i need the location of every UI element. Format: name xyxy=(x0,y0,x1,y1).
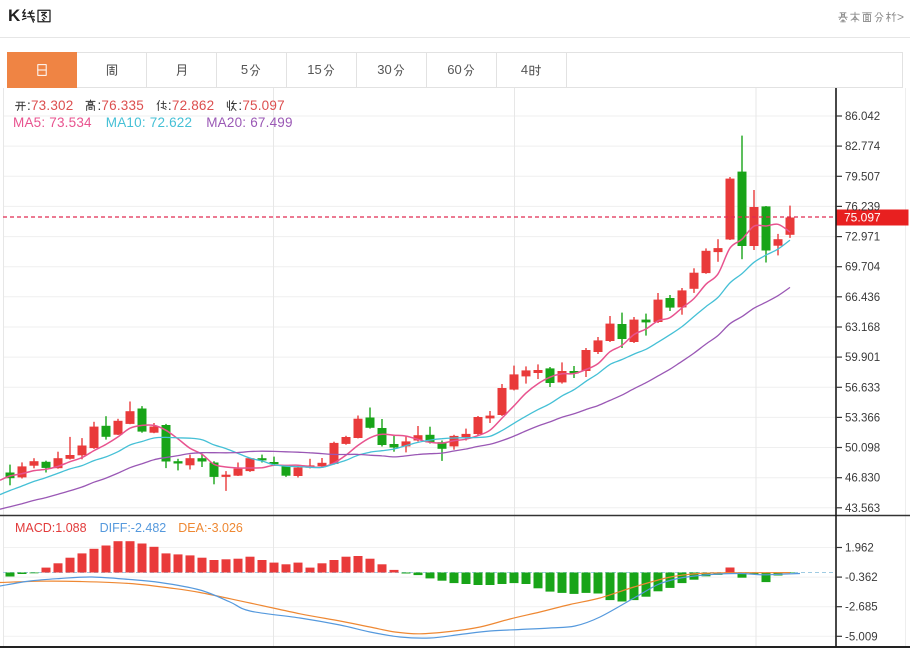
svg-text:76.239: 76.239 xyxy=(845,201,880,213)
svg-text:63.168: 63.168 xyxy=(845,322,880,334)
svg-text:69.704: 69.704 xyxy=(845,262,881,274)
svg-text:-0.362: -0.362 xyxy=(845,572,878,584)
svg-text:75.097: 75.097 xyxy=(844,211,881,225)
svg-text:-5.009: -5.009 xyxy=(845,631,878,643)
svg-text:1.962: 1.962 xyxy=(845,543,874,555)
svg-text:53.366: 53.366 xyxy=(845,412,880,424)
svg-text:86.042: 86.042 xyxy=(845,111,880,123)
svg-text:-2.685: -2.685 xyxy=(845,602,878,614)
svg-text:79.507: 79.507 xyxy=(845,171,880,183)
svg-text:43.563: 43.563 xyxy=(845,503,880,515)
svg-text:50.098: 50.098 xyxy=(845,443,880,455)
svg-text:72.971: 72.971 xyxy=(845,232,880,244)
svg-text:56.633: 56.633 xyxy=(845,382,880,394)
svg-text:66.436: 66.436 xyxy=(845,292,880,304)
svg-text:59.901: 59.901 xyxy=(845,352,880,364)
svg-text:82.774: 82.774 xyxy=(845,141,881,153)
svg-text:46.830: 46.830 xyxy=(845,473,880,485)
